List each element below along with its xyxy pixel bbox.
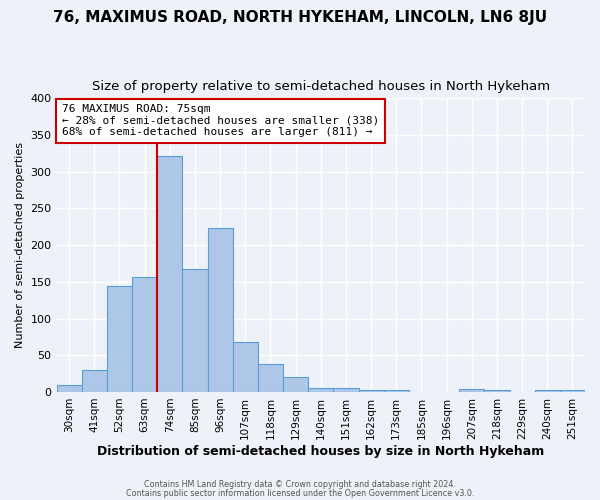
Bar [107,286,132,392]
Text: Contains public sector information licensed under the Open Government Licence v3: Contains public sector information licen… [126,488,474,498]
Bar [233,342,258,392]
Bar [132,278,157,392]
X-axis label: Distribution of semi-detached houses by size in North Hykeham: Distribution of semi-detached houses by … [97,444,544,458]
Bar [208,228,233,392]
Bar [308,388,334,392]
Bar [258,364,283,392]
Bar [359,390,383,392]
Bar [535,390,560,392]
Bar [334,388,359,392]
Text: 76 MAXIMUS ROAD: 75sqm
← 28% of semi-detached houses are smaller (338)
68% of se: 76 MAXIMUS ROAD: 75sqm ← 28% of semi-det… [62,104,379,138]
Bar [459,389,484,392]
Bar [182,268,208,392]
Bar [157,156,182,392]
Bar [56,384,82,392]
Y-axis label: Number of semi-detached properties: Number of semi-detached properties [15,142,25,348]
Bar [283,378,308,392]
Bar [560,390,585,392]
Text: Contains HM Land Registry data © Crown copyright and database right 2024.: Contains HM Land Registry data © Crown c… [144,480,456,489]
Bar [484,390,509,392]
Title: Size of property relative to semi-detached houses in North Hykeham: Size of property relative to semi-detach… [92,80,550,93]
Text: 76, MAXIMUS ROAD, NORTH HYKEHAM, LINCOLN, LN6 8JU: 76, MAXIMUS ROAD, NORTH HYKEHAM, LINCOLN… [53,10,547,25]
Bar [383,390,409,392]
Bar [82,370,107,392]
